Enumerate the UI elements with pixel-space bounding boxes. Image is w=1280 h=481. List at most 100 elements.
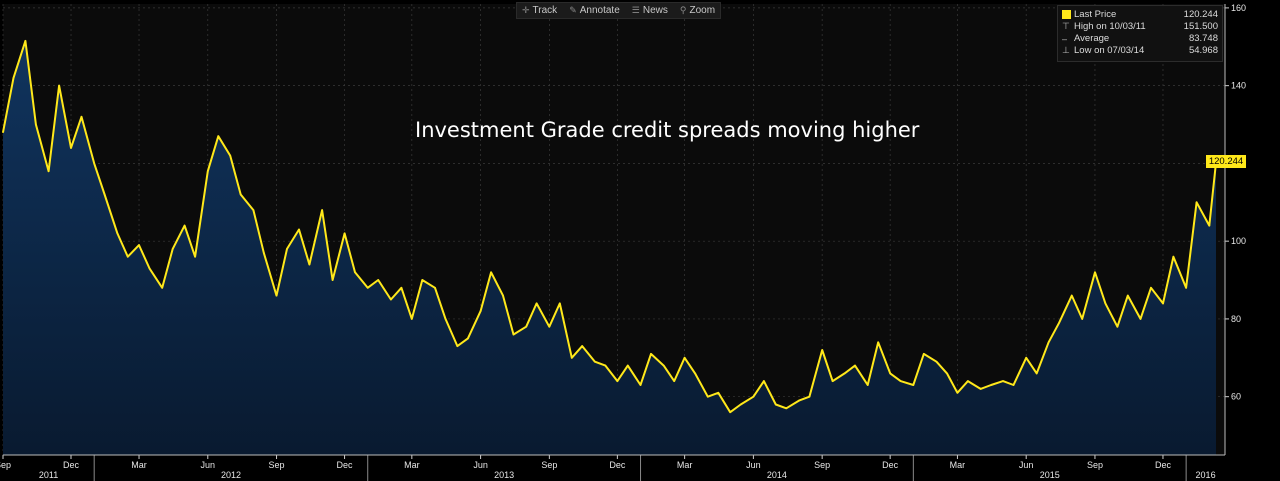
data-point bbox=[390, 298, 392, 301]
data-point bbox=[571, 357, 573, 359]
data-point bbox=[434, 287, 436, 289]
data-point bbox=[581, 345, 583, 347]
x-tick-label: Dec bbox=[63, 460, 80, 470]
data-point bbox=[935, 360, 938, 363]
data-point bbox=[673, 380, 675, 382]
high-marker-icon: ⊤ bbox=[1062, 21, 1070, 31]
zoom-button[interactable]: ⚲ Zoom bbox=[675, 3, 720, 18]
data-point bbox=[343, 232, 346, 235]
data-point bbox=[1139, 318, 1142, 320]
data-point bbox=[729, 411, 731, 414]
x-tick-label: Sep bbox=[269, 460, 285, 470]
data-point bbox=[1127, 294, 1129, 297]
y-tick-label: 140 bbox=[1231, 81, 1246, 91]
data-point bbox=[1081, 318, 1083, 320]
legend-last-label: Last Price bbox=[1074, 9, 1117, 20]
data-point bbox=[946, 372, 948, 375]
data-point bbox=[456, 345, 459, 347]
data-point bbox=[58, 84, 60, 87]
legend-high-value: 151.500 bbox=[1183, 21, 1218, 32]
data-point bbox=[717, 392, 720, 394]
x-tick-label: Dec bbox=[1155, 460, 1172, 470]
data-point bbox=[217, 135, 220, 137]
yellow-swatch-icon bbox=[1062, 10, 1071, 19]
data-point bbox=[639, 384, 642, 386]
annotate-button[interactable]: ✎ Annotate bbox=[564, 3, 625, 18]
zoom-label: Zoom bbox=[689, 5, 716, 16]
data-point bbox=[321, 209, 323, 211]
data-point bbox=[12, 77, 15, 79]
x-tick-label: Mar bbox=[950, 460, 966, 470]
data-point bbox=[694, 372, 696, 375]
legend-low-value: 54.968 bbox=[1188, 45, 1218, 56]
legend-low-label: Low on 07/03/14 bbox=[1074, 45, 1145, 56]
data-point bbox=[912, 384, 915, 386]
data-point bbox=[1035, 372, 1038, 375]
data-point bbox=[899, 380, 902, 382]
data-point bbox=[298, 228, 300, 231]
x-tick-label: Sep bbox=[1087, 460, 1103, 470]
data-point bbox=[70, 147, 72, 149]
x-tick-label: Jun bbox=[1019, 460, 1034, 470]
data-point bbox=[1162, 302, 1164, 305]
x-tick-label: Mar bbox=[404, 460, 420, 470]
data-point bbox=[775, 403, 777, 406]
data-point bbox=[116, 232, 119, 235]
data-point bbox=[366, 287, 369, 289]
data-point bbox=[1208, 224, 1211, 227]
data-point bbox=[535, 302, 538, 305]
data-point bbox=[1047, 341, 1050, 344]
y-tick-label: 60 bbox=[1231, 392, 1241, 402]
data-point bbox=[275, 294, 278, 297]
data-point bbox=[512, 333, 515, 336]
x-tick-label: Sep bbox=[0, 460, 11, 470]
news-button[interactable]: ☰ News bbox=[627, 3, 673, 18]
data-point bbox=[594, 360, 596, 363]
data-point bbox=[194, 255, 196, 258]
data-point bbox=[866, 384, 869, 386]
data-point bbox=[1150, 287, 1152, 289]
data-point bbox=[1172, 255, 1175, 258]
series-line bbox=[2, 39, 1217, 414]
legend-high-label: High on 10/03/11 bbox=[1074, 21, 1146, 32]
data-point bbox=[877, 341, 879, 344]
data-point bbox=[1116, 325, 1119, 328]
data-point bbox=[843, 372, 846, 375]
y-tick-label: 80 bbox=[1231, 314, 1241, 324]
data-point bbox=[967, 380, 969, 382]
data-point bbox=[479, 310, 482, 312]
data-point bbox=[616, 380, 619, 382]
data-point bbox=[148, 267, 151, 270]
data-point bbox=[889, 372, 891, 375]
legend-last-price[interactable]: Last Price 120.244 bbox=[1062, 9, 1218, 20]
data-point bbox=[490, 271, 492, 274]
data-point bbox=[798, 399, 800, 402]
y-tick-label: 100 bbox=[1231, 236, 1246, 246]
x-tick-label: Jun bbox=[201, 460, 216, 470]
x-tick-label: Dec bbox=[337, 460, 354, 470]
data-point bbox=[683, 357, 686, 359]
data-point bbox=[1058, 322, 1060, 324]
year-label: 2015 bbox=[1040, 470, 1060, 480]
data-point bbox=[183, 224, 186, 227]
annotation-text: Investment Grade credit spreads moving h… bbox=[415, 118, 920, 142]
track-label: Track bbox=[532, 5, 558, 16]
data-point bbox=[821, 349, 823, 351]
pencil-icon: ✎ bbox=[569, 5, 577, 15]
data-point bbox=[1071, 294, 1073, 297]
news-icon: ☰ bbox=[631, 5, 640, 15]
year-label: 2012 bbox=[221, 470, 241, 480]
legend-avg-label: Average bbox=[1074, 33, 1110, 44]
data-point bbox=[1185, 287, 1187, 289]
data-point bbox=[239, 193, 242, 196]
data-point bbox=[785, 407, 788, 410]
data-point bbox=[1094, 271, 1096, 274]
data-point bbox=[80, 116, 83, 118]
average-marker-icon: – bbox=[1062, 33, 1068, 44]
x-tick-label: Jun bbox=[746, 460, 761, 470]
data-point bbox=[650, 353, 652, 355]
magnifier-icon: ⚲ bbox=[679, 5, 687, 15]
data-point bbox=[252, 209, 255, 211]
track-button[interactable]: ✛ Track bbox=[517, 3, 562, 18]
